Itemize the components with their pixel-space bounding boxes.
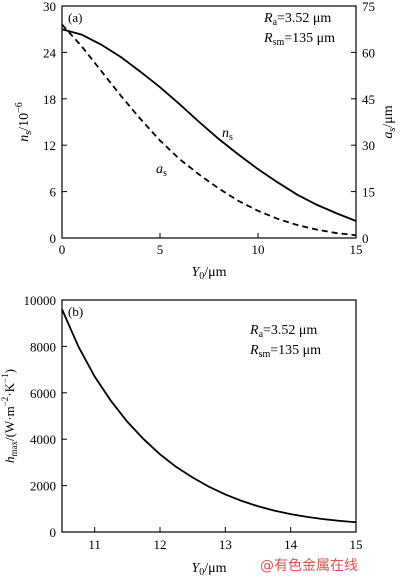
y-tick-label: 8000 bbox=[30, 339, 56, 354]
x-tick-label: 0 bbox=[59, 242, 66, 257]
x-tick-label: 15 bbox=[350, 537, 363, 552]
watermark: @有色金属在线 bbox=[260, 557, 358, 574]
y-right-tick-label: 75 bbox=[362, 0, 375, 14]
x-tick-label: 14 bbox=[284, 537, 298, 552]
panel-b-annotation-rsm: Rsm=135 μm bbox=[249, 343, 321, 360]
y-right-tick-label: 15 bbox=[362, 185, 375, 200]
y-tick-label: 4000 bbox=[30, 432, 56, 447]
panel-b: (b) 0 2000 4000 6000 8000 10000 11 12 13 14 15 Ra… bbox=[0, 293, 363, 578]
y-right-tick-label: 45 bbox=[362, 92, 375, 107]
y-left-tick-label: 18 bbox=[43, 92, 56, 107]
panel-a-frame bbox=[61, 5, 357, 239]
panel-a-label: (a) bbox=[68, 10, 82, 25]
panel-a-annotation-ra: Ra=3.52 μm bbox=[263, 11, 331, 28]
series-hmax-line bbox=[61, 308, 357, 524]
series-ns-label: ns bbox=[222, 126, 233, 143]
panel-b-annotation-ra: Ra=3.52 μm bbox=[249, 323, 317, 340]
y-right-tick-label: 30 bbox=[362, 138, 375, 153]
panel-b-frame bbox=[61, 299, 357, 533]
y-right-tick-label: 0 bbox=[362, 231, 369, 246]
y-left-tick-label: 0 bbox=[50, 231, 57, 246]
y-tick-label: 10000 bbox=[24, 293, 57, 308]
panel-b-x-label: Y0/μm bbox=[191, 561, 226, 578]
panel-b-y-label: hmax/(W·m−2·K−1) bbox=[0, 369, 19, 463]
y-left-tick-label: 30 bbox=[43, 0, 56, 14]
series-as-line bbox=[61, 23, 357, 237]
panel-a-x-ticks: 0 5 10 15 bbox=[59, 233, 363, 257]
panel-b-label: (b) bbox=[68, 304, 83, 319]
x-tick-label: 12 bbox=[154, 537, 167, 552]
x-tick-label: 5 bbox=[157, 242, 164, 257]
panel-a-y-right-label: as/μm bbox=[381, 105, 398, 138]
series-ns-line bbox=[61, 28, 357, 222]
x-tick-label: 15 bbox=[350, 242, 363, 257]
panel-a-left-ticks: 0 6 12 18 24 30 bbox=[43, 0, 67, 246]
y-left-tick-label: 24 bbox=[43, 45, 57, 60]
panel-a-x-label: Y0/μm bbox=[191, 265, 226, 282]
panel-b-x-ticks: 11 12 13 14 15 bbox=[88, 527, 363, 552]
x-tick-label: 13 bbox=[219, 537, 232, 552]
x-tick-label: 11 bbox=[88, 537, 101, 552]
panel-a-y-left-label: ns/10−6 bbox=[14, 102, 34, 141]
panel-a-annotation-rsm: Rsm=135 μm bbox=[263, 31, 335, 48]
y-left-tick-label: 12 bbox=[43, 138, 56, 153]
y-left-tick-label: 6 bbox=[50, 185, 57, 200]
panel-b-y-ticks: 0 2000 4000 6000 8000 10000 bbox=[24, 293, 67, 540]
series-as-label: as bbox=[156, 162, 167, 179]
panel-a-right-ticks: 0 15 30 45 60 75 bbox=[351, 0, 375, 246]
x-tick-label: 10 bbox=[252, 242, 265, 257]
y-right-tick-label: 60 bbox=[362, 45, 375, 60]
y-tick-label: 2000 bbox=[30, 479, 56, 494]
y-tick-label: 0 bbox=[50, 525, 57, 540]
y-tick-label: 6000 bbox=[30, 386, 56, 401]
